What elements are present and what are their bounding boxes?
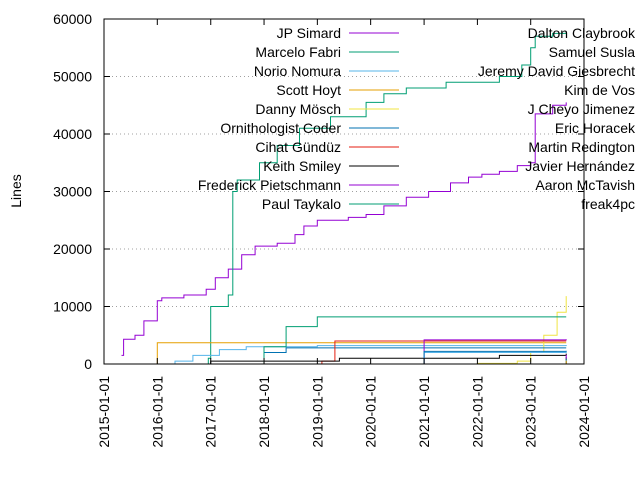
legend-entry-label: Marcelo Fabri [255,44,341,60]
legend-entry-label: Norio Nomura [254,63,341,79]
x-tick-label: 2018-01-01 [256,376,272,448]
y-tick-label: 60000 [53,11,92,27]
series-line [161,345,567,365]
legend-entry-label: Martin Redington [528,139,635,155]
y-tick-label: 20000 [53,241,92,257]
gridlines [104,76,584,307]
legend-entry-label: freak4pc [581,196,635,212]
legend-entry-label: Frederick Pietschmann [198,177,341,193]
legend-entry-label: Paul Taykalo [262,196,341,212]
legend-entry-label: Keith Smiley [263,158,341,174]
x-tick-label: 2020-01-01 [363,376,379,448]
x-tick-label: 2024-01-01 [576,376,592,448]
legend-entry-label: Dalton Claybrook [528,25,636,41]
series-line [201,31,567,365]
x-tick-label: 2022-01-01 [469,376,485,448]
legend: JP Simard Marcelo Fabri Norio Nomura Scott … [198,25,636,212]
legend-entry-label: Cihat Gündüz [255,139,341,155]
x-axis: 2015-01-01 2016-01-01 2017-01-01 2018-01-01… [96,19,592,448]
y-tick-label: 0 [84,356,92,372]
legend-entry-label: JP Simard [277,25,341,41]
series-lines [121,31,567,365]
series-line [121,102,567,356]
series-line [232,316,567,365]
legend-entry-label: Scott Hoyt [276,82,341,98]
x-tick-label: 2023-01-01 [523,376,539,448]
legend-entry-label: Danny Mösch [255,101,341,117]
y-axis-label: Lines [8,174,24,207]
x-tick-label: 2017-01-01 [203,376,219,448]
y-tick-label: 30000 [53,184,92,200]
legend-entry-label: Kim de Vos [564,82,635,98]
legend-entry-label: Eric Horacek [555,120,636,136]
y-axis: 0 10000 20000 30000 40000 50000 60000 [53,11,584,372]
legend-entry-label: Ornithologist Coder [220,120,341,136]
x-tick-label: 2015-01-01 [96,376,112,448]
y-tick-label: 10000 [53,299,92,315]
x-tick-label: 2016-01-01 [149,376,165,448]
legend-entry-label: Jeremy David Giesbrecht [478,63,635,79]
legend-entry-label: Aaron McTavish [535,177,635,193]
legend-entry-label: J Cheyo Jimenez [528,101,635,117]
x-tick-label: 2021-01-01 [416,376,432,448]
series-line [499,354,567,365]
x-tick-label: 2019-01-01 [309,376,325,448]
y-tick-label: 40000 [53,126,92,142]
legend-entry-label: Samuel Susla [549,44,636,60]
legend-entry-label: Javier Hernández [525,158,635,174]
y-tick-label: 50000 [53,69,92,85]
